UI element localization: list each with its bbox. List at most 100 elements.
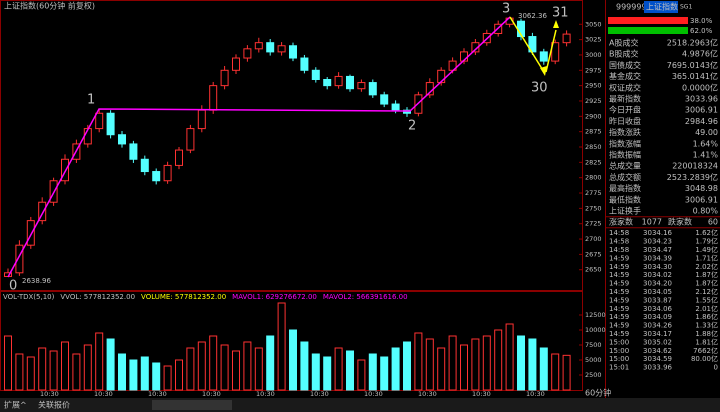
row-value: 4.9876亿 <box>682 49 718 59</box>
row-label: B股成交 <box>609 49 639 59</box>
row-value: 7695.0143亿 <box>667 60 718 70</box>
tick-price: 3034.16 <box>643 229 672 237</box>
candle-body <box>232 57 240 71</box>
volume-bar <box>437 347 446 391</box>
candle-body <box>140 158 149 173</box>
volume-bar <box>129 359 138 391</box>
y-tick-label: 5000 <box>585 356 602 364</box>
time-label: 10:30 <box>94 390 113 398</box>
toolbar-icons[interactable] <box>152 400 232 410</box>
volume-bar <box>448 335 457 391</box>
volume-bar <box>61 341 69 391</box>
tick-price: 3034.23 <box>643 238 672 246</box>
tick-amount: 1.62亿 <box>695 228 718 237</box>
volume-bar <box>289 329 297 391</box>
tick-amount: 1.88亿 <box>695 329 718 338</box>
row-label: 指数涨跌 <box>609 127 641 137</box>
volume-bar <box>425 338 434 391</box>
time-label: 10:30 <box>202 390 221 398</box>
candle-body <box>129 143 138 160</box>
y-tick-label: 3050 <box>585 20 602 28</box>
tick-price: 3034.17 <box>643 330 672 338</box>
tick-time: 15:01 <box>609 364 629 372</box>
candle-body <box>346 75 354 90</box>
chart-title: 上证指数(60分钟 前复权) <box>4 1 95 11</box>
row-label: 总成交量 <box>609 161 641 171</box>
row-label: 最高指数 <box>609 183 641 193</box>
y-tick-label: 2875 <box>585 128 602 136</box>
y-tick-label: 2850 <box>585 143 602 151</box>
volume-header: VOL-TDX(5,10) VVOL: 577812352.00 VOLUME: 5… <box>3 293 408 301</box>
tick-time: 15:00 <box>609 355 629 363</box>
footer-related[interactable]: 关联报价 <box>38 400 70 410</box>
arrow-head <box>540 66 547 76</box>
tick-amount: 1.55亿 <box>695 295 718 304</box>
y-tick-label: 2725 <box>585 220 602 228</box>
time-axis: 10:30 10:30 10:30 10:30 10:30 10:30 10:30 10:30… <box>40 390 545 398</box>
volume-bar <box>482 335 491 391</box>
wave-label: 30 <box>531 81 548 96</box>
tick-time: 15:00 <box>609 338 629 346</box>
tick-amount: 1.71亿 <box>695 253 718 262</box>
candle-body <box>26 220 35 246</box>
y-tick-label: 2925 <box>585 97 602 105</box>
volume-bar <box>118 353 126 391</box>
volume-bar <box>186 347 195 391</box>
candle-body <box>106 112 115 136</box>
quote-code: 999999 <box>616 3 647 12</box>
volume-bar <box>72 353 81 391</box>
volume-bar <box>357 359 366 391</box>
volume-bar <box>403 341 411 391</box>
volume-bar <box>140 356 149 391</box>
footer-expand[interactable]: 扩展^ <box>4 400 27 410</box>
tick-price: 3034.02 <box>643 271 672 279</box>
y-tick-label: 10000 <box>585 326 606 334</box>
row-value: 2984.96 <box>685 117 718 126</box>
name-box <box>644 1 678 13</box>
candle-body <box>61 158 69 182</box>
time-label: 10:30 <box>364 390 383 398</box>
footer-period[interactable]: 60分钟 <box>585 388 611 398</box>
tick-time: 14:59 <box>609 288 629 296</box>
volume-bar <box>26 356 35 391</box>
price-frame <box>0 0 583 291</box>
candle-body <box>357 82 366 90</box>
volume-bar <box>528 338 537 391</box>
time-label: 10:30 <box>40 390 59 398</box>
time-label: 10:30 <box>418 390 437 398</box>
volume-bar <box>505 323 514 391</box>
wave-label: 0 <box>9 279 17 294</box>
y-tick-label: 2900 <box>585 112 602 120</box>
volume-bar <box>152 362 161 391</box>
tick-amount: 1.33亿 <box>695 321 718 330</box>
tick-price: 3035.02 <box>643 338 672 346</box>
volume-bar <box>266 335 275 391</box>
volume-header-item: VVOL: 577812352.00 <box>60 293 135 301</box>
ratio-down: 62.0% <box>690 27 713 35</box>
time-label: 10:30 <box>472 390 491 398</box>
row-label: 总成交额 <box>609 172 641 182</box>
footer: 扩展^ 关联报价 60分钟 <box>0 388 720 412</box>
tick-amount: 7662亿 <box>693 346 718 355</box>
candle-body <box>266 42 275 53</box>
wave-annotations: 0 1 2 3 30 31 2638.96 3062.36 <box>7 2 569 294</box>
tick-amount: 1.87亿 <box>695 270 718 279</box>
tick-time: 14:59 <box>609 263 629 271</box>
tick-amount: 1.49亿 <box>695 245 718 254</box>
volume-bar <box>471 338 480 391</box>
tick-time: 14:59 <box>609 313 629 321</box>
row-value: 220018324 <box>672 162 718 171</box>
breadth-up-label: 涨家数 <box>609 217 633 227</box>
row-label: A股成交 <box>609 38 638 48</box>
tick-price: 3034.26 <box>643 322 672 330</box>
volume-bar <box>209 335 218 391</box>
volume-bar <box>380 356 389 391</box>
y-tick-label: 3000 <box>585 51 602 59</box>
row-label: 最低指数 <box>609 194 641 204</box>
y-tick-label: 2750 <box>585 204 602 212</box>
volume-bar <box>4 335 12 391</box>
row-label: 上证换手 <box>609 206 641 216</box>
row-label: 基金成交 <box>609 71 641 81</box>
y-tick-label: 2825 <box>585 158 602 166</box>
tick-amount: 2.02亿 <box>695 262 718 271</box>
